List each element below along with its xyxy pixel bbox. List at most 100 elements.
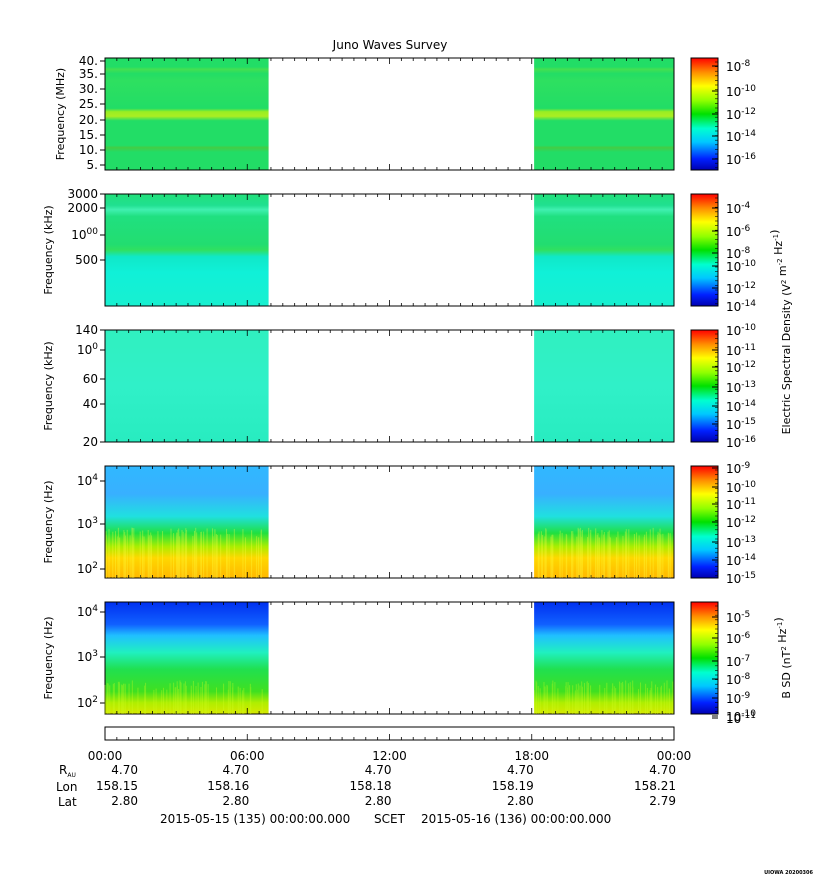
ephem-label-lon: Lon [56,780,77,794]
colorbar-tick-label: 10-4 [726,201,751,216]
ephem-value: 4.70 [507,763,534,777]
colorbar-tick-label: 10-6 [726,631,751,646]
panel-lfr-khz: 140 100 60 40 20 Frequency (kHz) 10-10 10-11 10-… [42,323,756,450]
spectrogram-block-2 [534,58,674,170]
colorbar [690,601,719,715]
colorbar-label: Electric Spectral Density (V2 m-2 Hz-1) [768,230,793,435]
colorbar-tick-label: 10-12 [726,515,756,530]
colorbar-tick-label: 10-16 [726,152,756,167]
ephem-value: 2.80 [507,794,534,808]
y-tick-label: 102 [77,695,98,710]
colorbar-tick-label: 10-11 [726,497,756,512]
y-tick-label: 20. [79,113,98,127]
spectrogram-block-1 [105,466,269,578]
y-axis-label: Frequency (kHz) [42,205,55,294]
y-tick-label: 20 [83,435,98,449]
colorbar-tick-label: 10-7 [726,654,750,669]
ephem-label-lat: Lat [58,795,77,809]
panel-hfr-mhz: 40.35.30.25. 20.15.10.5. Frequency (MHz) 10… [54,54,756,172]
colorbar [690,329,719,443]
ephem-value: 158.19 [492,779,534,793]
ephem-value: 4.70 [223,763,250,777]
colorbar-tick-label: 10-16 [726,435,756,450]
x-tick-label: 00:00 [88,749,123,763]
ephem-label-rau-sub: AU [67,772,76,779]
y-tick-label: 102 [77,561,98,576]
colorbar-tick-label: 10-13 [726,535,756,550]
footer-scet: SCET [374,812,406,826]
panel-lfr-hz-e: 104 103 102 Frequency (Hz) 10-9 10-10 10-11 10-… [42,461,756,586]
y-axis-label: Frequency (Hz) [42,481,55,564]
y-axis-label: Frequency (kHz) [42,341,55,430]
plot-title: Juno Waves Survey [332,38,448,52]
colorbar-tick-label: 10-9 [726,461,751,476]
panel-lfr-hz-b: 104 103 102 Frequency (Hz) 10-5 10-6 10-7 10-8 1… [42,601,793,726]
colorbar-tick-label: 10-9 [726,691,751,706]
ephem-value: 2.80 [111,794,138,808]
x-tick-label: 18:00 [514,749,549,763]
y-tick-label: 140 [75,323,98,337]
ephem-value: 158.16 [207,779,249,793]
spectrogram-block-1 [105,194,269,306]
footer-start: 2015-05-15 (135) 00:00:00.000 [160,812,350,826]
spectrogram-block-2 [534,602,674,714]
colorbar-tick-label: 10-10 [726,84,756,99]
x-tick-label: 00:00 [657,749,692,763]
y-tick-label: 103 [77,516,98,531]
y-tick-label: 40. [79,54,98,68]
colorbar-tick-label: 10-14 [726,299,756,314]
colorbar-tick-label: 10-14 [726,553,756,568]
colorbar-tick-label: 10-15 [726,417,756,432]
y-axis-label: Frequency (MHz) [54,68,67,160]
y-tick-label: 35. [79,67,98,81]
colorbar-tick-label: 10-15 [726,571,756,586]
ephem-value: 2.79 [649,794,676,808]
colorbar-tick-label: 10-8 [726,672,751,687]
spectrogram-block-1 [105,330,269,442]
y-tick-label: 30. [79,82,98,96]
ephem-value: 158.21 [634,779,676,793]
colorbar-tick-label: 10-8 [726,59,751,74]
ephem-label-rau: RAU [59,763,76,779]
spectrogram-block-1 [105,602,269,714]
y-tick-label: 104 [77,473,98,488]
y-tick-label: 40 [83,397,98,411]
colorbar [690,193,719,307]
colorbar-tick-label: 10-5 [726,610,750,625]
colorbar-tick-label: 10-11 [726,343,756,358]
x-tick-label: 12:00 [372,749,407,763]
colorbar-label: B SD (nT2 Hz-1) [772,617,793,698]
y-axis-label: Frequency (Hz) [42,617,55,700]
colorbar-tick-label: 10-6 [726,224,751,239]
colorbar-tick-label: 10-11 [726,711,756,726]
ephem-value: 2.80 [223,794,250,808]
ephem-value: 4.70 [365,763,392,777]
ephem-value: 4.70 [111,763,138,777]
y-tick-label: 103 [77,649,98,664]
colorbar-tick-label: 10-10 [726,480,756,495]
y-tick-label: 5. [87,158,98,172]
ephem-value: 2.80 [365,794,392,808]
spectrogram-block-2 [534,194,674,306]
spectrogram-block-1 [105,58,269,170]
y-tick-label: 60 [83,372,98,386]
ephem-value: 158.18 [350,779,392,793]
colorbar-tick-label: 10-12 [726,281,756,296]
y-tick-label: 1000 [71,227,98,242]
colorbar-tick-label: 10-14 [726,129,756,144]
y-tick-label: 2000 [67,201,98,215]
y-tick-label: 104 [77,604,98,619]
ephemeris: RAU Lon Lat 4.70 4.70 4.70 4.70 4.70 158.15 15… [56,763,676,809]
ephem-value: 4.70 [649,763,676,777]
y-tick-label: 500 [75,253,98,267]
colorbar-tick-label: 10-12 [726,360,756,375]
y-tick-label: 15. [79,128,98,142]
colorbar-tick-label: 10-13 [726,380,756,395]
spectrogram-texture [104,527,674,714]
y-tick-label: 10. [79,143,98,157]
y-tick-label: 3000 [67,187,98,201]
spectrogram-block-2 [534,330,674,442]
colorbar-tick-label: 10-14 [726,399,756,414]
